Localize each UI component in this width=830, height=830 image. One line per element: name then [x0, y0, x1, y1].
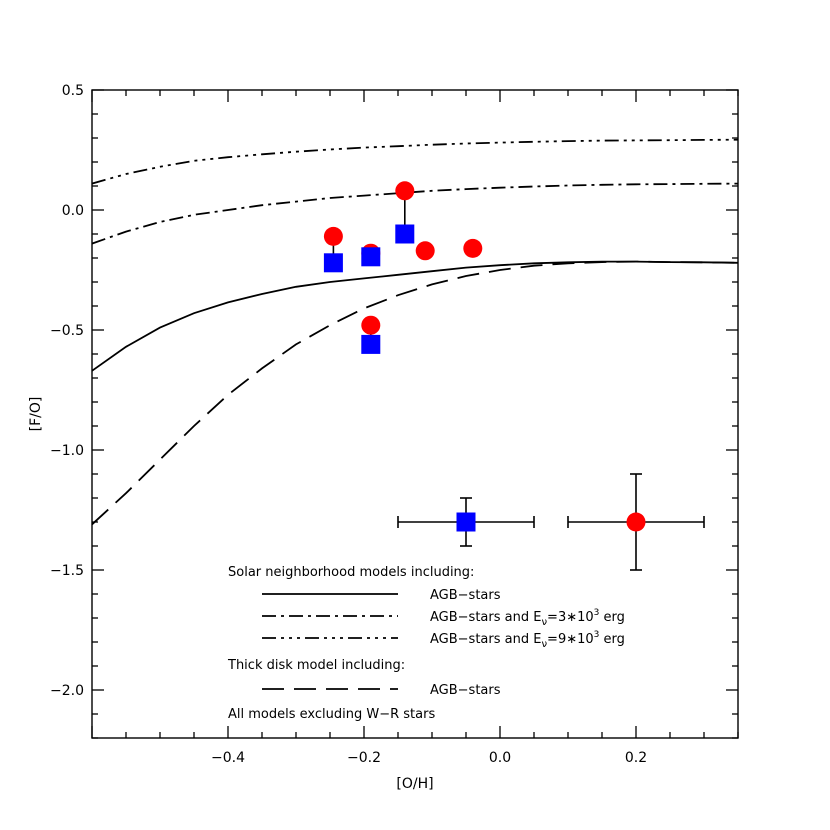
x-tick-label: −0.2	[347, 750, 381, 766]
model-curves	[92, 138, 738, 526]
red-circle-point	[323, 226, 343, 246]
y-tick-label: −1.0	[50, 443, 84, 459]
data-points	[323, 181, 483, 354]
red-circle-point	[415, 241, 435, 261]
legend: Solar neighborhood models including: Thi…	[227, 565, 625, 722]
legend-label-part: ν	[541, 639, 547, 650]
blue-square-point	[395, 224, 415, 244]
x-tick-label: 0.2	[625, 750, 647, 766]
plot-frame	[91, 89, 739, 739]
legend-footer: All models excluding W−R stars	[228, 707, 435, 722]
error-bar-marker	[626, 512, 646, 532]
error-bars	[397, 473, 705, 571]
legend-label-part: AGB−stars and E	[430, 610, 541, 625]
legend-header-solar: Solar neighborhood models including:	[228, 565, 474, 580]
legend-label-part: ν	[541, 617, 547, 628]
y-tick-label: −2.0	[50, 683, 84, 699]
legend-label-part: erg	[599, 632, 625, 647]
error-bar-circle	[567, 473, 705, 571]
legend-header-thick: Thick disk model including:	[227, 658, 405, 673]
model-curve-dashdotdotdot	[92, 138, 738, 185]
red-circle-point	[395, 181, 415, 201]
error-bar-marker	[456, 512, 476, 532]
legend-label-part: 3	[594, 608, 600, 618]
y-tick-label: 0.5	[62, 83, 84, 99]
legend-label-longdash: AGB−stars	[430, 683, 501, 698]
blue-square-point	[361, 247, 381, 267]
legend-label-part: AGB−stars and E	[430, 632, 541, 647]
red-circle-point	[463, 238, 483, 258]
x-axis-title: [O/H]	[396, 776, 433, 792]
blue-square-point	[323, 253, 343, 273]
y-tick-label: −0.5	[50, 323, 84, 339]
axis-ticks	[91, 89, 739, 739]
legend-label-dashdot: AGB−stars and Eν=3∗103 erg	[430, 608, 625, 628]
blue-square-point	[361, 334, 381, 354]
model-curve-solid	[92, 260, 738, 372]
y-tick-label: −1.5	[50, 563, 84, 579]
legend-label-part: =3∗10	[547, 610, 594, 625]
x-tick-label: −0.4	[211, 750, 245, 766]
legend-label-part: erg	[599, 610, 625, 625]
y-tick-label: 0.0	[62, 203, 84, 219]
x-tick-label: 0.0	[489, 750, 511, 766]
legend-label-part: =9∗10	[547, 632, 594, 647]
legend-label-part: 3	[594, 630, 600, 640]
model-curve-longdash	[92, 260, 738, 526]
legend-label-solid: AGB−stars	[430, 588, 501, 603]
tick-labels: −0.4 −0.2 0.0 0.2 0.5 0.0 −0.5 −1.0 −1.5 −2.0	[50, 83, 647, 766]
legend-label-dashdotdotdot: AGB−stars and Eν=9∗103 erg	[430, 630, 625, 650]
red-circle-point	[361, 315, 381, 335]
model-curve-dashdot	[92, 182, 738, 245]
error-bar-square	[397, 497, 535, 547]
y-axis-title: [F/O]	[28, 397, 44, 432]
